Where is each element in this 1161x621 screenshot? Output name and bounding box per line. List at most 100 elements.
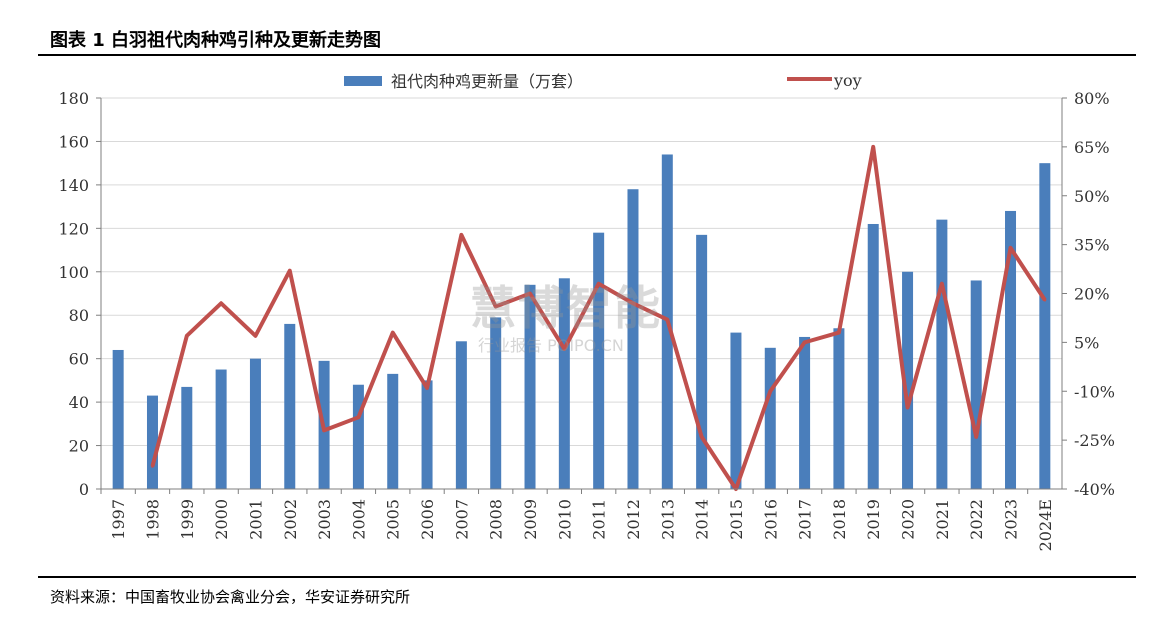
yoy-point: [253, 334, 257, 338]
x-tick-label: 2022: [967, 499, 986, 540]
yoy-point: [906, 406, 910, 410]
right-tick-label: 65%: [1074, 138, 1110, 157]
bar: [730, 332, 742, 489]
right-tick-label: 80%: [1074, 89, 1110, 108]
bar: [181, 386, 193, 489]
right-tick-label: 35%: [1074, 236, 1110, 255]
x-tick-label: 2018: [830, 499, 849, 540]
x-tick-label: 2013: [658, 499, 677, 540]
x-tick-label: 2008: [487, 499, 506, 540]
x-tick-label: 1997: [109, 499, 128, 540]
bar: [558, 278, 570, 489]
yoy-point: [391, 331, 395, 335]
x-tick-label: 2010: [555, 499, 574, 540]
bar: [902, 271, 914, 489]
yoy-point: [288, 269, 292, 273]
bar: [696, 234, 708, 489]
x-tick-label: 2012: [624, 499, 643, 540]
x-tick-label: 1999: [178, 499, 197, 540]
yoy-point: [803, 340, 807, 344]
bar: [421, 380, 433, 489]
x-tick-label: 2023: [1002, 499, 1021, 540]
yoy-line-series: [150, 144, 1047, 491]
x-tick-label: 2000: [212, 499, 231, 540]
bar: [387, 373, 399, 489]
x-tick-label: 2005: [384, 499, 403, 540]
legend-bar-label: 祖代肉种鸡更新量（万套）: [391, 72, 583, 91]
figure-title: 图表 1 白羽祖代肉种鸡引种及更新走势图: [50, 30, 382, 51]
legend-line-label: yoy: [833, 71, 862, 90]
bar: [593, 232, 605, 489]
x-tick-label: 2004: [349, 499, 368, 540]
bar: [284, 323, 296, 489]
bar: [352, 384, 364, 489]
bar: [490, 317, 502, 489]
bar: [249, 358, 261, 489]
left-tick-label: 180: [58, 89, 89, 108]
bar: [970, 280, 982, 489]
yoy-point: [665, 318, 669, 322]
x-tick-label: 2017: [796, 499, 815, 540]
yoy-point: [528, 292, 532, 295]
yoy-point: [322, 428, 326, 432]
bar: [833, 328, 845, 489]
x-tick-label: 2024E: [1036, 499, 1055, 551]
x-tick-label: 2002: [281, 499, 300, 540]
x-tick-label: 2006: [418, 499, 437, 540]
right-tick-label: 50%: [1074, 187, 1110, 206]
bar: [867, 223, 879, 489]
yoy-point: [974, 435, 978, 439]
right-tick-label: -10%: [1074, 382, 1115, 401]
left-tick-label: 160: [58, 132, 89, 151]
watermark: 慧博智能: [470, 281, 662, 335]
yoy-point: [768, 389, 772, 393]
x-tick-label: 1998: [143, 499, 162, 540]
bar: [146, 395, 158, 489]
yoy-point: [700, 435, 704, 439]
left-tick-label: 40: [69, 393, 89, 412]
yoy-point: [871, 145, 875, 149]
right-tick-label: -25%: [1074, 431, 1115, 450]
yoy-point: [1009, 246, 1013, 250]
bar: [627, 189, 639, 489]
yoy-point: [1043, 298, 1047, 302]
yoy-point: [562, 347, 566, 351]
x-tick-label: 2001: [246, 499, 265, 540]
left-axis-ticks: 0 20 40 60 80 100 120 140 160 180: [58, 89, 101, 499]
source-note: 资料来源：中国畜牧业协会禽业分会，华安证券研究所: [50, 588, 411, 606]
left-tick-label: 140: [58, 176, 89, 195]
left-tick-label: 60: [69, 350, 89, 369]
yoy-point: [150, 464, 154, 468]
yoy-point: [940, 282, 944, 286]
top-rule: [38, 54, 1136, 56]
legend: 祖代肉种鸡更新量（万套） yoy: [344, 71, 862, 91]
yoy-point: [356, 415, 360, 419]
legend-bar-swatch: [344, 76, 382, 86]
x-tick-label: 2011: [590, 499, 609, 540]
x-tick-label: 2016: [761, 499, 780, 540]
yoy-point: [631, 301, 635, 305]
x-tick-label: 2021: [933, 499, 952, 540]
bar: [936, 219, 948, 489]
x-tick-label: 2015: [727, 499, 746, 540]
bar: [764, 347, 776, 489]
bar: [455, 341, 467, 489]
left-tick-label: 80: [69, 306, 89, 325]
x-tick-label: 2007: [452, 499, 471, 540]
bar: [524, 284, 536, 489]
bar: [112, 349, 124, 489]
yoy-point: [185, 334, 189, 338]
left-tick-label: 100: [58, 263, 89, 282]
x-tick-label: 2020: [899, 499, 918, 540]
left-tick-label: 20: [69, 437, 89, 456]
yoy-point: [494, 305, 498, 309]
right-tick-label: 20%: [1074, 285, 1110, 304]
x-tick-label: 2003: [315, 499, 334, 540]
bottom-rule: [38, 576, 1136, 578]
right-axis-ticks: -40% -25% -10% 5% 20% 35% 50% 65% 80%: [1062, 89, 1115, 499]
yoy-point: [219, 301, 223, 305]
bar: [215, 369, 227, 489]
bar: [799, 336, 811, 489]
watermark-subtext: 行业报告 POIPO.CN: [478, 336, 624, 355]
